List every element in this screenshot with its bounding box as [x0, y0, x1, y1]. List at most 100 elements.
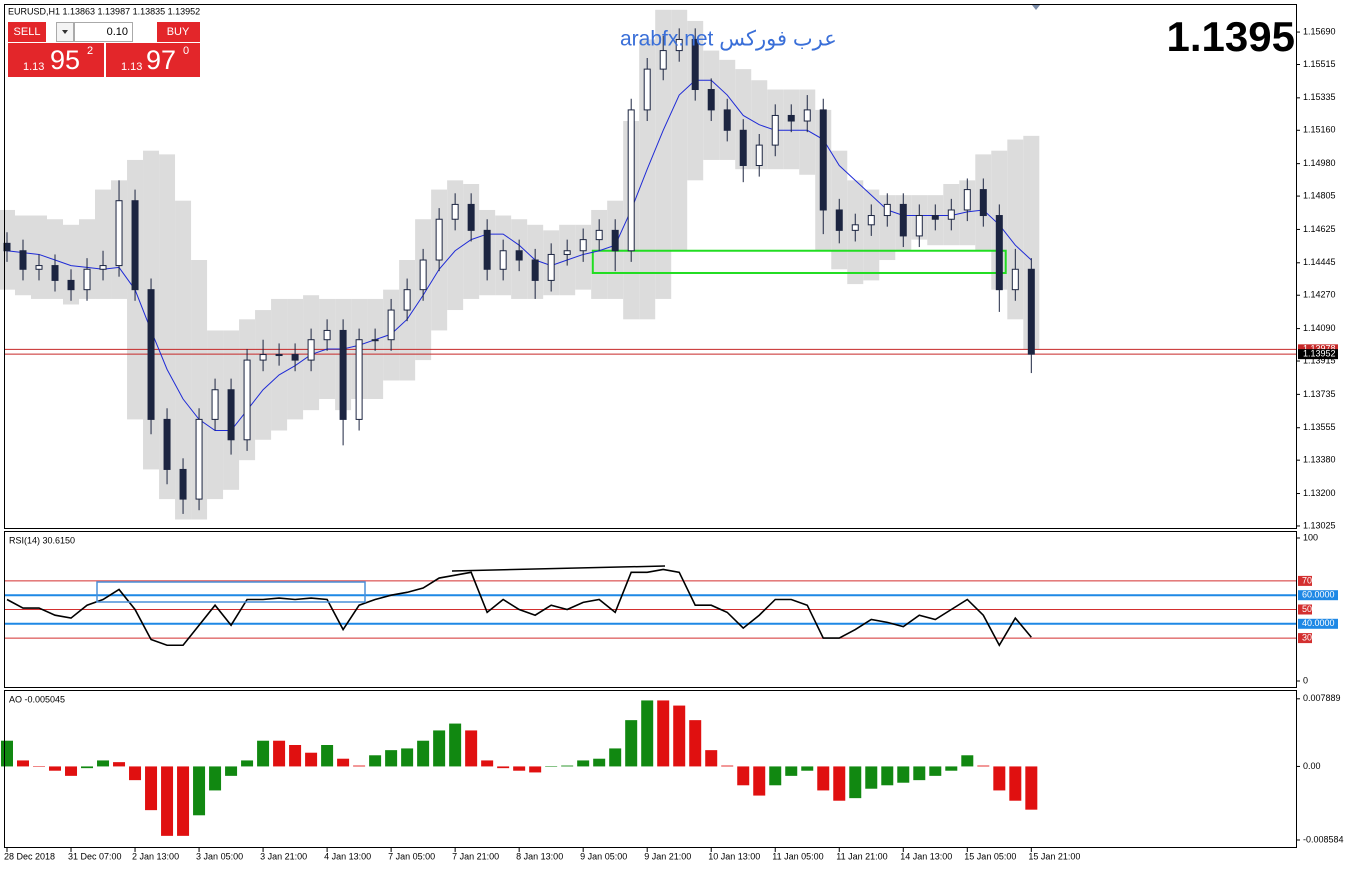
y-tick-label: 1.14445 [1303, 257, 1336, 267]
ao-bar [769, 766, 782, 786]
candle-body [19, 250, 27, 270]
ao-bar [689, 720, 702, 767]
ao-bar [641, 700, 654, 767]
buy-button[interactable] [157, 22, 200, 42]
lot-input[interactable] [74, 22, 133, 42]
ao-bar [993, 766, 1006, 791]
candle-body [915, 215, 923, 237]
x-tick-label: 2 Jan 13:00 [132, 851, 179, 861]
y-tick-label: 1.13200 [1303, 488, 1336, 498]
ao-bar [817, 766, 830, 791]
zone-rectangle [591, 249, 1007, 274]
sell-button[interactable] [8, 22, 46, 42]
candle-body [947, 209, 955, 220]
candle-body [99, 265, 107, 270]
envelope-band [1023, 135, 1040, 349]
candle-body [83, 268, 91, 291]
candle-body [515, 250, 523, 261]
ao-bar [945, 766, 958, 771]
candle-body [147, 289, 155, 420]
x-tick-label: 10 Jan 13:00 [708, 851, 760, 861]
y-tick-label: 1.13025 [1303, 520, 1336, 530]
candle-body [307, 339, 315, 361]
candle-body [259, 354, 267, 361]
ao-bar [513, 766, 526, 771]
ao-bar [865, 766, 878, 789]
level-label-box [1298, 618, 1338, 629]
ao-bar [753, 766, 766, 796]
x-tick-label: 28 Dec 2018 [4, 851, 55, 861]
candle-body [355, 339, 363, 420]
sell-price-box[interactable] [8, 43, 104, 77]
lot-value: 0.10 [107, 26, 128, 38]
buy-price-box[interactable] [106, 43, 200, 77]
dropdown-arrow [62, 30, 68, 34]
ao-bar [49, 766, 62, 771]
ao-bar [433, 730, 446, 767]
candle-body [867, 215, 875, 226]
candle-body [835, 209, 843, 231]
ao-bar [1009, 766, 1022, 801]
ao-bar [849, 766, 862, 799]
candle-body [275, 354, 283, 357]
ao-bar [161, 766, 174, 836]
ao-bar [305, 752, 318, 767]
ao-bar [1025, 766, 1038, 810]
buy-price-fraction: 0 [183, 45, 189, 57]
level-label: 70 [1302, 575, 1312, 585]
candle-body [611, 229, 619, 252]
candle-body [467, 203, 475, 231]
candle-body [723, 109, 731, 131]
candle-body [67, 279, 75, 291]
ao-bar [273, 740, 286, 767]
candle-body [819, 109, 827, 211]
candle-body [851, 224, 859, 231]
y-tick-label: 1.15160 [1303, 125, 1336, 135]
candle-body [739, 129, 747, 166]
x-tick-label: 7 Jan 05:00 [388, 851, 435, 861]
candle-body [483, 229, 491, 270]
ao-bar [529, 766, 542, 773]
level-label: 30 [1302, 632, 1312, 642]
ao-bar [929, 766, 942, 776]
x-tick-label: 4 Jan 13:00 [324, 851, 371, 861]
candle-body [691, 38, 699, 91]
candle-body [963, 189, 971, 211]
x-tick-label: 11 Jan 05:00 [772, 851, 823, 861]
x-tick-label: 7 Jan 21:00 [452, 851, 499, 861]
symbol-info: EURUSD,H1 1.13863 1.13987 1.13835 1.1395… [8, 6, 200, 16]
y-tick-label: -0.008584 [1303, 834, 1344, 844]
candle-body [499, 250, 507, 270]
ao-bar [577, 760, 590, 767]
ao-bar [337, 758, 350, 767]
ao-bar [545, 766, 558, 767]
candle-body [643, 68, 651, 111]
price-label-box [1298, 349, 1338, 360]
ao-bar [673, 705, 686, 767]
ao-title: AO -0.005045 [9, 694, 65, 704]
candle-body [579, 239, 587, 252]
ao-bar [257, 740, 270, 767]
ao-bar [481, 760, 494, 767]
envelope-band [255, 310, 272, 440]
candle-body [563, 250, 571, 255]
y-tick-label: 1.14805 [1303, 190, 1336, 200]
ao-bar [593, 758, 606, 767]
price-display: 1.1395 [1167, 13, 1295, 60]
candle-body [435, 218, 443, 261]
ao-bar [625, 720, 638, 767]
ao-bar [961, 755, 974, 767]
candle-body [771, 114, 779, 146]
level-label: 60.0000 [1302, 590, 1335, 600]
ao-bar [913, 766, 926, 781]
candle-body [195, 418, 203, 500]
rsi-title: RSI(14) 30.6150 [9, 535, 75, 545]
candle-body [179, 468, 187, 500]
buy-price-big: 1.13 [121, 61, 142, 73]
ao-bar [353, 765, 366, 767]
ao-bar [497, 766, 510, 769]
candle-body [979, 189, 987, 217]
ao-bar [561, 765, 574, 767]
envelope-band [175, 200, 192, 520]
ao-bar [145, 766, 158, 811]
